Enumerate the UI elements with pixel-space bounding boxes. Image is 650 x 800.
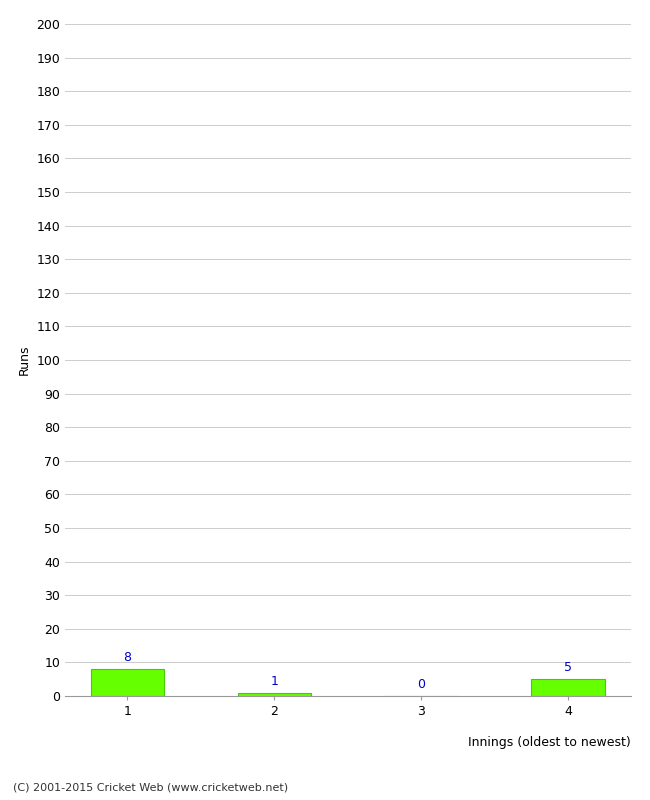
Text: 5: 5 (564, 661, 572, 674)
X-axis label: Innings (oldest to newest): Innings (oldest to newest) (468, 736, 630, 750)
Text: 8: 8 (124, 651, 131, 664)
Bar (531, 679, 604, 696)
Bar (91, 669, 164, 696)
Text: 0: 0 (417, 678, 425, 691)
Text: 1: 1 (270, 674, 278, 687)
Bar (238, 693, 311, 696)
Y-axis label: Runs: Runs (18, 345, 31, 375)
Text: (C) 2001-2015 Cricket Web (www.cricketweb.net): (C) 2001-2015 Cricket Web (www.cricketwe… (13, 782, 288, 792)
